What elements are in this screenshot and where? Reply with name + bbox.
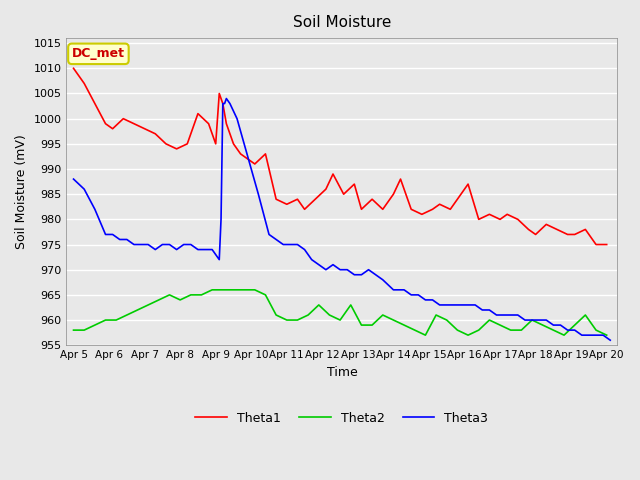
Theta2 [176,297,184,303]
Theta1 [457,192,465,197]
Theta2 [475,327,483,333]
Theta1 [514,216,522,222]
Theta2 [91,322,99,328]
Theta2 [507,327,515,333]
Y-axis label: Soil Moisture (mV): Soil Moisture (mV) [15,134,28,249]
Theta2 [283,317,291,323]
Theta2 [134,307,141,313]
Theta1 [571,231,579,237]
Line: Theta2: Theta2 [74,290,607,335]
Theta2 [358,322,365,328]
Theta2 [208,287,216,293]
Theta1 [603,241,611,247]
Theta3 [607,337,614,343]
Theta2 [550,327,557,333]
Theta2 [390,317,397,323]
Theta1 [212,141,220,147]
Theta1 [592,241,600,247]
Theta2 [560,332,568,338]
X-axis label: Time: Time [326,366,357,379]
Theta2 [422,332,429,338]
Theta2 [272,312,280,318]
Legend: Theta1, Theta2, Theta3: Theta1, Theta2, Theta3 [191,407,493,430]
Theta2 [411,327,419,333]
Line: Theta3: Theta3 [74,98,611,340]
Theta2 [518,327,525,333]
Theta2 [539,322,547,328]
Title: Soil Moisture: Soil Moisture [292,15,391,30]
Theta3 [223,96,230,101]
Theta2 [592,327,600,333]
Theta2 [347,302,355,308]
Theta2 [145,302,152,308]
Theta2 [528,317,536,323]
Theta1 [205,121,212,127]
Theta2 [336,317,344,323]
Theta2 [102,317,109,323]
Theta2 [70,327,77,333]
Theta2 [582,312,589,318]
Theta3 [365,267,372,273]
Theta2 [251,287,259,293]
Theta2 [294,317,301,323]
Theta2 [486,317,493,323]
Theta1 [418,212,426,217]
Theta2 [379,312,387,318]
Theta2 [454,327,461,333]
Theta2 [368,322,376,328]
Theta3 [287,241,294,247]
Theta3 [240,141,248,147]
Theta3 [248,166,255,172]
Theta2 [155,297,163,303]
Theta2 [571,322,579,328]
Text: DC_met: DC_met [72,48,125,60]
Theta2 [230,287,237,293]
Theta2 [304,312,312,318]
Theta2 [496,322,504,328]
Theta2 [315,302,323,308]
Theta3 [70,176,77,182]
Theta2 [400,322,408,328]
Theta2 [432,312,440,318]
Theta2 [113,317,120,323]
Theta2 [443,317,451,323]
Theta3 [301,247,308,252]
Theta2 [166,292,173,298]
Theta2 [262,292,269,298]
Theta2 [198,292,205,298]
Line: Theta1: Theta1 [74,68,607,244]
Theta2 [81,327,88,333]
Theta2 [464,332,472,338]
Theta2 [326,312,333,318]
Theta2 [187,292,195,298]
Theta3 [187,241,195,247]
Theta1 [70,65,77,71]
Theta2 [603,332,611,338]
Theta2 [123,312,131,318]
